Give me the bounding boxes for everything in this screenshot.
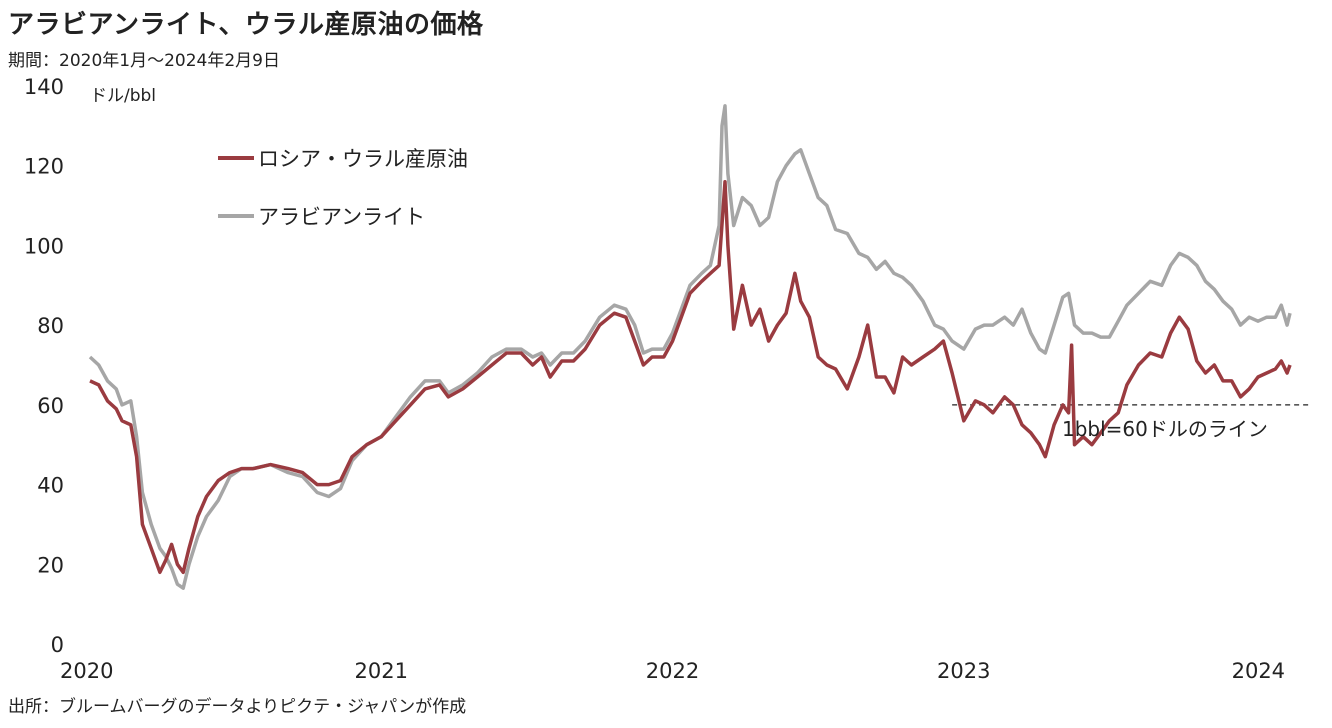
x-tick-label: 2023 bbox=[937, 659, 990, 683]
x-tick-label: 2022 bbox=[646, 659, 699, 683]
series-line-urals bbox=[89, 179, 1292, 575]
y-tick-label: 20 bbox=[37, 553, 64, 577]
legend-label-arab-light: アラビアンライト bbox=[258, 205, 425, 229]
y-tick-label: 80 bbox=[37, 314, 64, 338]
series-line-arab-light bbox=[88, 104, 1292, 590]
legend: ロシア・ウラル産原油 アラビアンライト bbox=[218, 147, 468, 229]
y-tick-label: 100 bbox=[24, 234, 64, 258]
y-tick-label: 140 bbox=[24, 75, 64, 99]
y-tick-label: 40 bbox=[37, 474, 64, 498]
y-axis-unit-label: ドル/bbl bbox=[90, 86, 156, 106]
legend-label-urals: ロシア・ウラル産原油 bbox=[258, 147, 468, 171]
y-tick-label: 120 bbox=[24, 155, 64, 179]
series-layer bbox=[88, 104, 1292, 590]
x-tick-label: 2024 bbox=[1232, 659, 1285, 683]
y-tick-label: 60 bbox=[37, 394, 64, 418]
source-note: 出所：ブルームバーグのデータよりピクテ・ジャパンが作成 bbox=[8, 697, 467, 717]
chart-title: アラビアンライト、ウラル産原油の価格 bbox=[8, 10, 484, 40]
x-tick-label: 2021 bbox=[355, 659, 408, 683]
y-tick-label: 0 bbox=[51, 633, 64, 657]
x-axis-ticks: 2020 2021 2022 2023 2024 bbox=[60, 659, 1285, 683]
period-subtitle: 期間：2020年1月～2024年2月9日 bbox=[8, 51, 280, 71]
x-tick-label: 2020 bbox=[60, 659, 113, 683]
y-axis-ticks: 0 20 40 60 80 100 120 140 bbox=[24, 75, 64, 657]
reference-line-label: 1bbl=60ドルのライン bbox=[1062, 417, 1268, 441]
